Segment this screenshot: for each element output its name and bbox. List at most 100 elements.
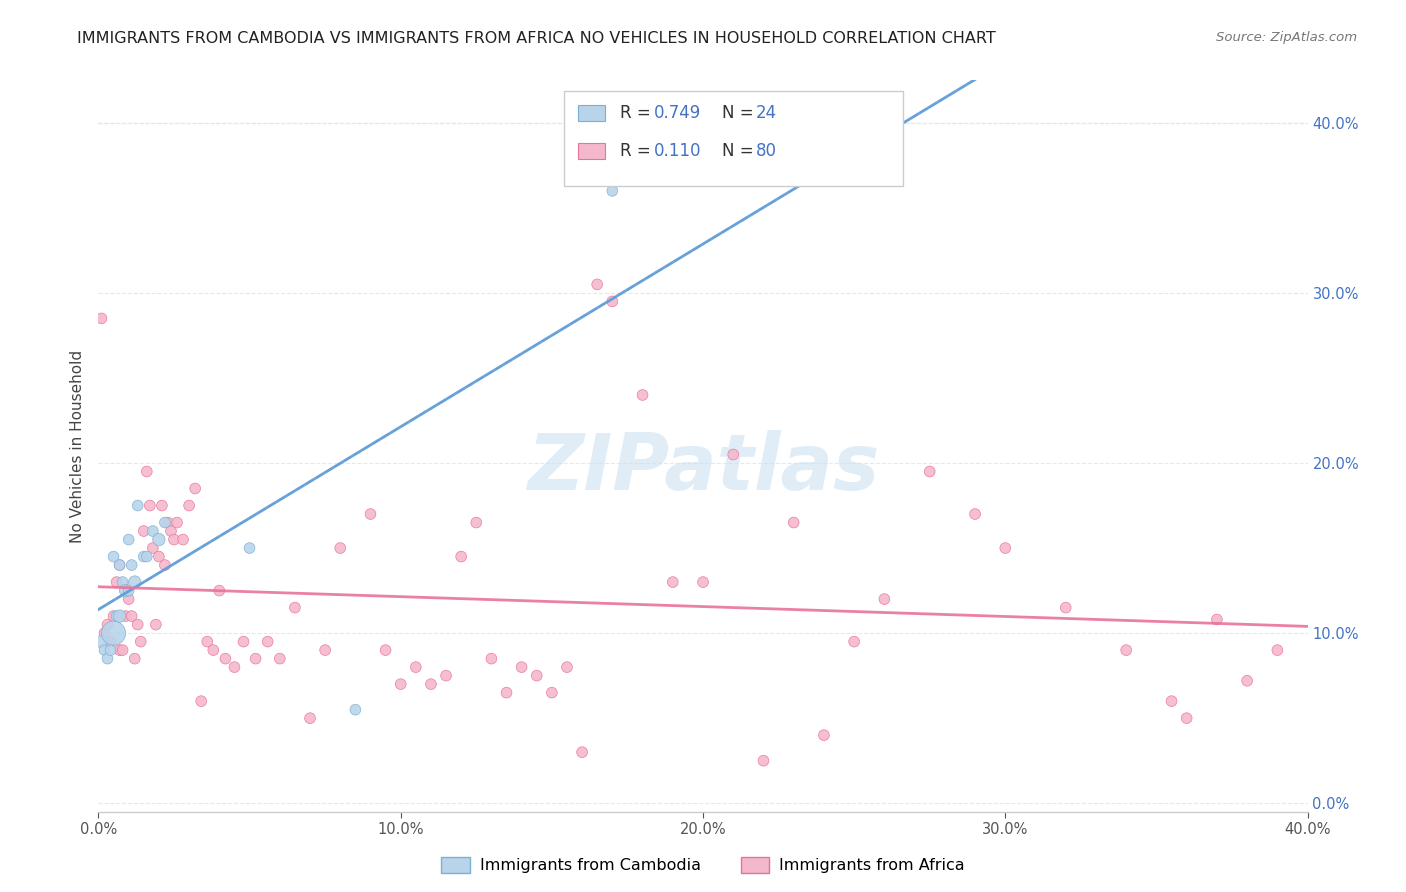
Point xyxy=(202,643,225,657)
Point xyxy=(111,575,134,590)
Point xyxy=(344,703,367,717)
Point xyxy=(153,516,176,530)
Point xyxy=(631,388,654,402)
Point xyxy=(153,558,176,572)
Point xyxy=(103,549,125,564)
Point xyxy=(434,668,457,682)
Point xyxy=(142,524,165,538)
Point xyxy=(1236,673,1258,688)
Point xyxy=(465,516,488,530)
Point xyxy=(571,745,593,759)
Point xyxy=(1267,643,1289,657)
Point xyxy=(661,575,683,590)
Point xyxy=(602,294,624,309)
Point xyxy=(269,651,291,665)
Point xyxy=(145,617,167,632)
Point xyxy=(190,694,212,708)
Point xyxy=(93,643,115,657)
Point xyxy=(111,643,134,657)
Point xyxy=(129,634,152,648)
Point xyxy=(108,643,131,657)
Point xyxy=(127,499,149,513)
Point xyxy=(232,634,254,648)
Point xyxy=(555,660,578,674)
Point xyxy=(135,549,157,564)
Point xyxy=(127,617,149,632)
Point xyxy=(172,533,194,547)
Point xyxy=(132,524,155,538)
Point xyxy=(118,533,141,547)
Point xyxy=(96,617,118,632)
Text: N =: N = xyxy=(723,142,759,161)
Point xyxy=(1160,694,1182,708)
Point xyxy=(184,482,207,496)
Text: N =: N = xyxy=(723,104,759,122)
Point xyxy=(481,651,503,665)
FancyBboxPatch shape xyxy=(564,91,903,186)
Point xyxy=(918,465,941,479)
Point xyxy=(214,651,236,665)
Text: R =: R = xyxy=(620,104,655,122)
Point xyxy=(420,677,443,691)
Point xyxy=(1206,613,1229,627)
Text: IMMIGRANTS FROM CAMBODIA VS IMMIGRANTS FROM AFRICA NO VEHICLES IN HOUSEHOLD CORR: IMMIGRANTS FROM CAMBODIA VS IMMIGRANTS F… xyxy=(77,31,995,46)
Y-axis label: No Vehicles in Household: No Vehicles in Household xyxy=(70,350,86,542)
Point xyxy=(586,277,609,292)
Point xyxy=(114,609,136,624)
Point xyxy=(602,184,624,198)
Point xyxy=(844,634,866,648)
Point xyxy=(150,499,173,513)
Point xyxy=(510,660,533,674)
Point xyxy=(108,609,131,624)
FancyBboxPatch shape xyxy=(578,105,605,121)
Point xyxy=(692,575,714,590)
Point xyxy=(405,660,427,674)
Point xyxy=(495,686,517,700)
Point xyxy=(90,634,112,648)
Point xyxy=(389,677,412,691)
Text: R =: R = xyxy=(620,142,655,161)
Point xyxy=(156,516,179,530)
Point xyxy=(256,634,278,648)
Point xyxy=(1115,643,1137,657)
Point xyxy=(1175,711,1198,725)
Point xyxy=(100,634,122,648)
Point xyxy=(224,660,246,674)
Text: Source: ZipAtlas.com: Source: ZipAtlas.com xyxy=(1216,31,1357,45)
Point xyxy=(314,643,336,657)
Point xyxy=(179,499,201,513)
Point xyxy=(124,651,146,665)
Point xyxy=(135,465,157,479)
Point xyxy=(108,558,131,572)
Point xyxy=(284,600,307,615)
Point xyxy=(142,541,165,555)
Text: 0.110: 0.110 xyxy=(654,142,702,161)
Point xyxy=(873,592,896,607)
Point xyxy=(118,583,141,598)
Point xyxy=(163,533,186,547)
Text: 80: 80 xyxy=(756,142,778,161)
Point xyxy=(96,651,118,665)
Point xyxy=(195,634,218,648)
Point xyxy=(239,541,262,555)
Point xyxy=(450,549,472,564)
Point xyxy=(374,643,396,657)
Point xyxy=(360,507,382,521)
Text: 24: 24 xyxy=(756,104,778,122)
Point xyxy=(100,643,122,657)
Point xyxy=(105,575,128,590)
Point xyxy=(93,626,115,640)
Text: 0.749: 0.749 xyxy=(654,104,700,122)
Legend: Immigrants from Cambodia, Immigrants from Africa: Immigrants from Cambodia, Immigrants fro… xyxy=(434,850,972,880)
Point xyxy=(90,311,112,326)
Point xyxy=(783,516,806,530)
Point xyxy=(1054,600,1077,615)
Point xyxy=(540,686,562,700)
Point xyxy=(166,516,188,530)
Point xyxy=(329,541,352,555)
Point xyxy=(148,533,170,547)
Point xyxy=(994,541,1017,555)
Point xyxy=(245,651,267,665)
Point xyxy=(105,609,128,624)
Point xyxy=(124,575,146,590)
